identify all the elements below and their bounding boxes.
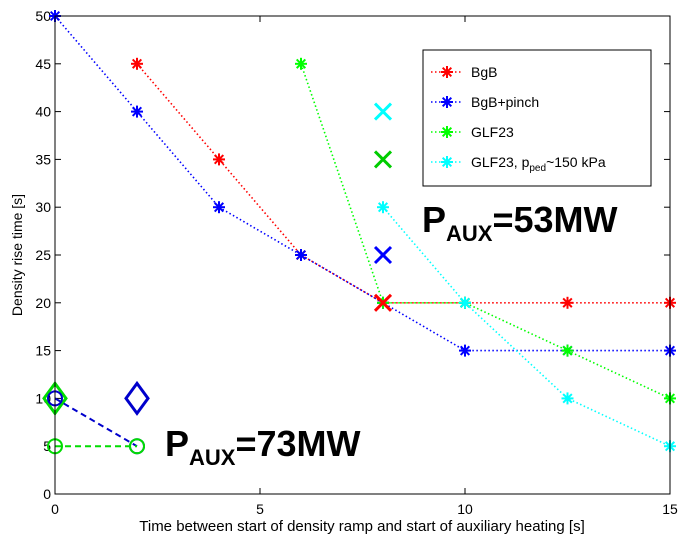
legend-marker-glf23_ped	[441, 156, 453, 168]
series-aux73-green	[47, 438, 145, 455]
legend-label-bgb: BgB	[471, 64, 497, 80]
legend-marker-glf23	[441, 126, 453, 138]
legend-marker-bgb_pinch	[441, 96, 453, 108]
series-line-glf23_ped	[382, 206, 671, 447]
data-point-glf23_ped	[377, 201, 389, 214]
y-tick-label: 20	[35, 295, 51, 311]
annotation-paux-73: PAUX=73MW	[165, 423, 361, 470]
y-tick-label: 30	[35, 199, 51, 215]
x-tick-label: 15	[662, 501, 678, 517]
data-point-bgb_pinch	[295, 249, 307, 261]
data-point-aux73-green	[129, 438, 145, 455]
marker-x-blue	[373, 245, 393, 265]
marker-diamond-blue	[124, 380, 150, 416]
aux73-layer	[47, 390, 145, 455]
legend-entry-bgb_pinch: BgB+pinch	[431, 94, 539, 110]
extra-markers-layer	[42, 102, 393, 416]
data-point-glf23	[295, 57, 307, 70]
y-tick-label: 45	[35, 56, 51, 72]
data-point-bgb	[213, 153, 225, 166]
y-tick-label: 15	[35, 343, 51, 359]
series-glf23_ped	[377, 201, 676, 453]
y-tick-label: 25	[35, 247, 51, 263]
data-point-bgb_pinch	[459, 344, 471, 357]
legend-entry-glf23_ped: GLF23, pped~150 kPa	[431, 154, 606, 174]
x-tick-label: 5	[256, 501, 264, 517]
series-line-glf23	[300, 63, 671, 400]
legend-label-glf23_ped: GLF23, pped~150 kPa	[471, 154, 606, 174]
x-tick-label: 0	[51, 501, 59, 517]
legend-entry-glf23: GLF23	[431, 124, 514, 140]
annotation-paux-53: PAUX=53MW	[422, 199, 618, 246]
legend-label-glf23: GLF23	[471, 124, 514, 140]
legend-box	[422, 49, 652, 187]
x-tick-label: 10	[457, 501, 473, 517]
legend-label-bgb_pinch: BgB+pinch	[471, 94, 539, 110]
series-line-aux73-blue	[54, 397, 138, 448]
y-axis-label: Density rise time [s]	[9, 194, 25, 316]
y-tick-label: 35	[35, 151, 51, 167]
marker-x-red	[373, 293, 393, 312]
data-point-bgb	[561, 296, 574, 309]
data-point-glf23_ped	[459, 296, 471, 309]
marker-x-green	[373, 150, 393, 169]
marker-x-cyan	[373, 102, 393, 121]
data-point-glf23_ped	[561, 392, 574, 405]
data-point-bgb	[131, 57, 143, 70]
data-point-glf23	[561, 344, 574, 357]
legend-entry-bgb: BgB	[431, 64, 497, 80]
legend: BgB BgB+pinch GLF23 GLF23, pped~150 kPa	[422, 49, 652, 187]
y-tick-label: 50	[35, 8, 51, 24]
data-point-bgb_pinch	[213, 201, 225, 214]
y-tick-label: 40	[35, 104, 51, 120]
plot-frame	[54, 15, 671, 495]
legend-marker-bgb	[441, 66, 453, 78]
x-axis-label: Time between start of density ramp and s…	[139, 518, 585, 535]
series-layer	[49, 10, 676, 453]
data-point-bgb_pinch	[131, 105, 143, 118]
y-tick-label: 0	[43, 486, 51, 502]
